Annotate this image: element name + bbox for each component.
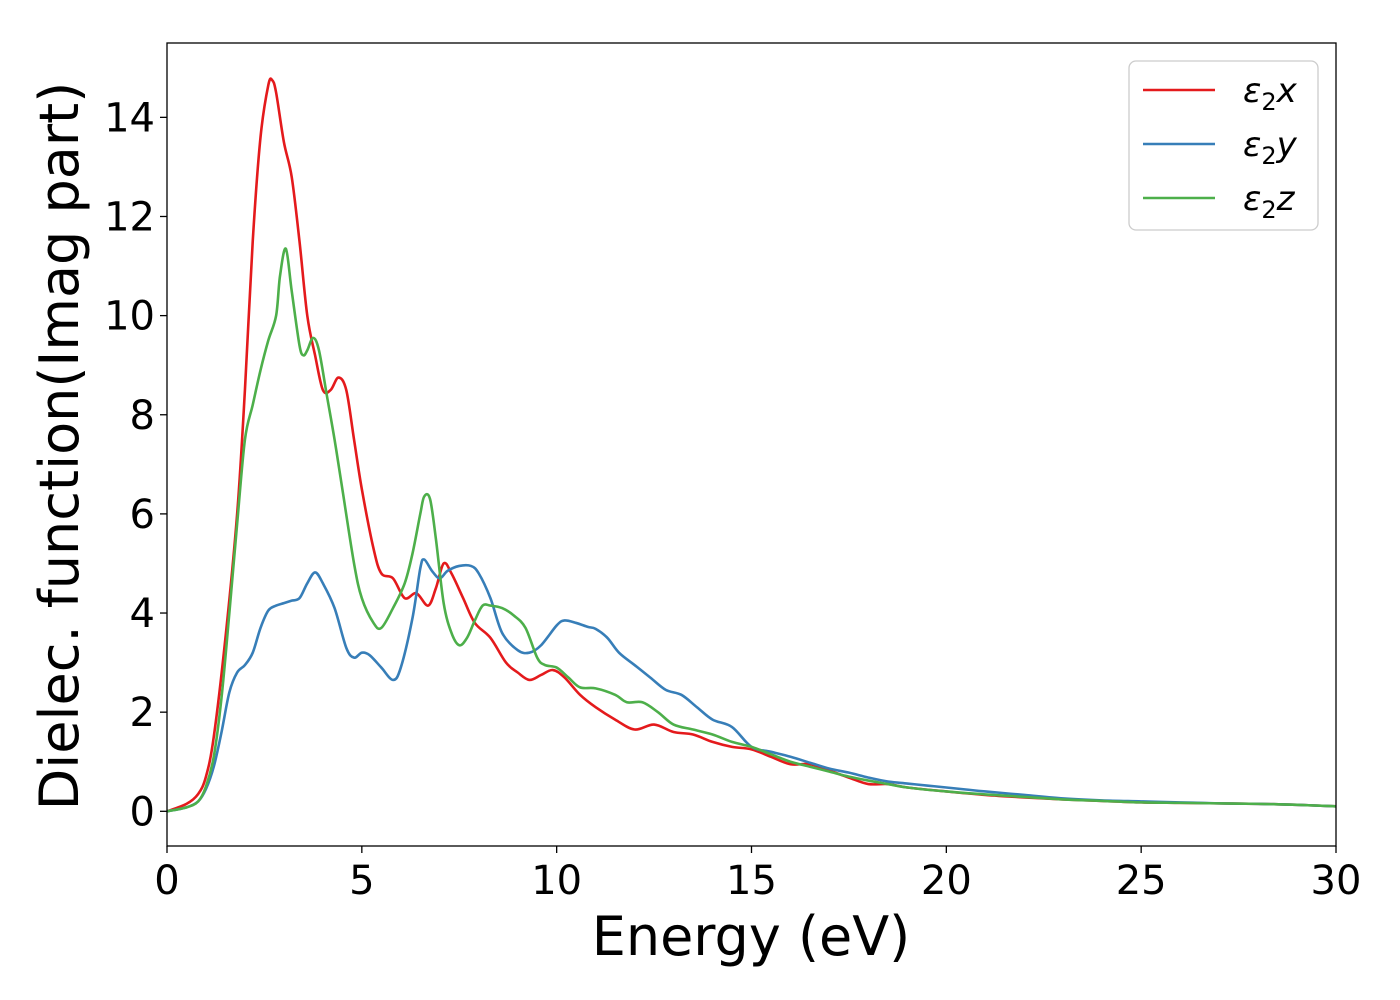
- x-tick-label: 5: [349, 858, 374, 904]
- x-tick-label: 0: [154, 858, 179, 904]
- y-tick-label: 12: [104, 194, 155, 240]
- x-tick-label: 10: [531, 858, 582, 904]
- series-lines: [166, 77, 1337, 813]
- legend-label-z: ε2z: [1243, 179, 1296, 224]
- legend: ε2x ε2y ε2z: [1128, 60, 1319, 231]
- x-tick-label: 20: [921, 858, 972, 904]
- y-tick-label: 4: [130, 591, 155, 637]
- y-tick-label: 2: [130, 690, 155, 736]
- y-tick-label: 0: [130, 789, 155, 835]
- y-tick-label: 14: [104, 95, 155, 141]
- y-tick-label: 6: [130, 492, 155, 538]
- x-tick-label: 25: [1116, 858, 1167, 904]
- legend-box: [1128, 60, 1319, 231]
- x-tick-label: 15: [726, 858, 777, 904]
- y-axis-ticks: 0 2 4 6 8 10 12 14: [104, 95, 167, 835]
- y-axis-title: Dielec. function(Imag part): [28, 82, 91, 811]
- legend-label-y: ε2y: [1243, 125, 1298, 170]
- legend-label-x: ε2x: [1243, 71, 1298, 116]
- x-tick-label: 30: [1311, 858, 1362, 904]
- y-tick-label: 8: [130, 393, 155, 439]
- series-line-z: [166, 247, 1337, 813]
- series-line-y: [166, 558, 1337, 813]
- x-axis-ticks: 0 5 10 15 20 25 30: [154, 846, 1361, 904]
- x-axis-title: Energy (eV): [592, 905, 911, 968]
- y-tick-label: 10: [104, 294, 155, 340]
